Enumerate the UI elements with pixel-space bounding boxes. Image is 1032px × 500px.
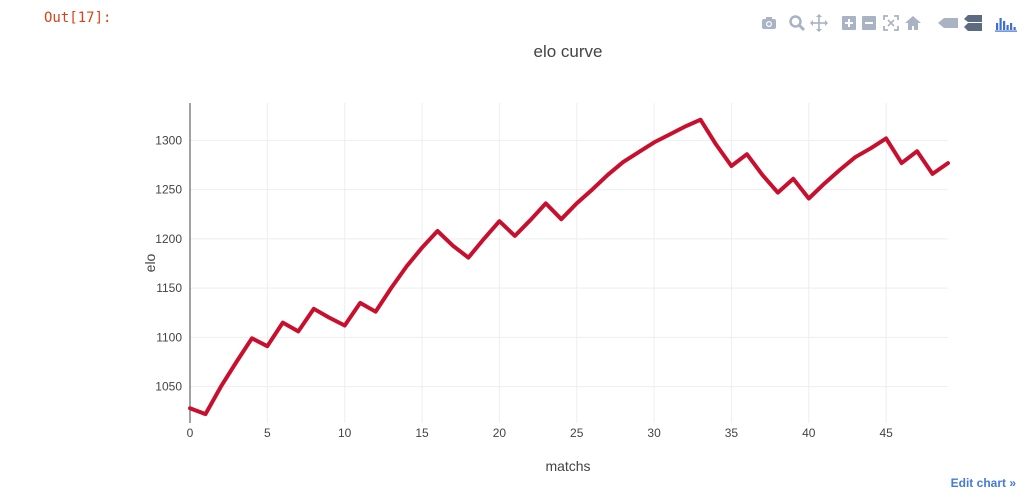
y-tick-label: 1050 xyxy=(155,380,182,394)
y-tick-label: 1150 xyxy=(156,281,182,295)
y-axis-ticks: 1050 1100 1150 1200 1250 1300 xyxy=(155,133,182,393)
hover-compare-icon[interactable] xyxy=(964,14,982,32)
y-tick-label: 1250 xyxy=(155,183,182,197)
y-tick-label: 1300 xyxy=(155,133,182,147)
x-tick-label: 15 xyxy=(415,426,429,440)
x-tick-label: 20 xyxy=(493,426,507,440)
x-axis-ticks: 0 5 10 15 20 25 30 35 40 45 xyxy=(187,426,893,440)
output-prompt: Out[17]: xyxy=(44,10,112,26)
y-axis-title: elo xyxy=(142,253,158,272)
camera-icon[interactable] xyxy=(760,14,778,32)
zoom-in-icon[interactable] xyxy=(840,14,858,32)
chart-title: elo curve xyxy=(534,42,603,61)
y-tick-label: 1100 xyxy=(156,330,182,344)
x-tick-label: 25 xyxy=(570,426,584,440)
pan-icon[interactable] xyxy=(810,14,828,32)
hover-closest-icon[interactable] xyxy=(936,14,960,32)
x-tick-label: 35 xyxy=(725,426,739,440)
zoom-out-icon[interactable] xyxy=(860,14,878,32)
y-tick-label: 1200 xyxy=(155,232,182,246)
x-axis-title: matchs xyxy=(545,458,590,474)
x-tick-label: 5 xyxy=(264,426,271,440)
x-tick-label: 40 xyxy=(802,426,816,440)
zoom-icon[interactable] xyxy=(788,14,806,32)
x-tick-label: 30 xyxy=(647,426,661,440)
x-tick-label: 45 xyxy=(879,426,893,440)
plotly-logo-icon[interactable] xyxy=(994,14,1018,32)
grid-lines xyxy=(190,103,948,423)
x-tick-label: 10 xyxy=(338,426,352,440)
reset-axes-icon[interactable] xyxy=(904,14,922,32)
autoscale-icon[interactable] xyxy=(882,14,900,32)
elo-series-line[interactable] xyxy=(188,117,950,417)
x-tick-label: 0 xyxy=(187,426,194,440)
edit-chart-link[interactable]: Edit chart » xyxy=(950,476,1016,490)
